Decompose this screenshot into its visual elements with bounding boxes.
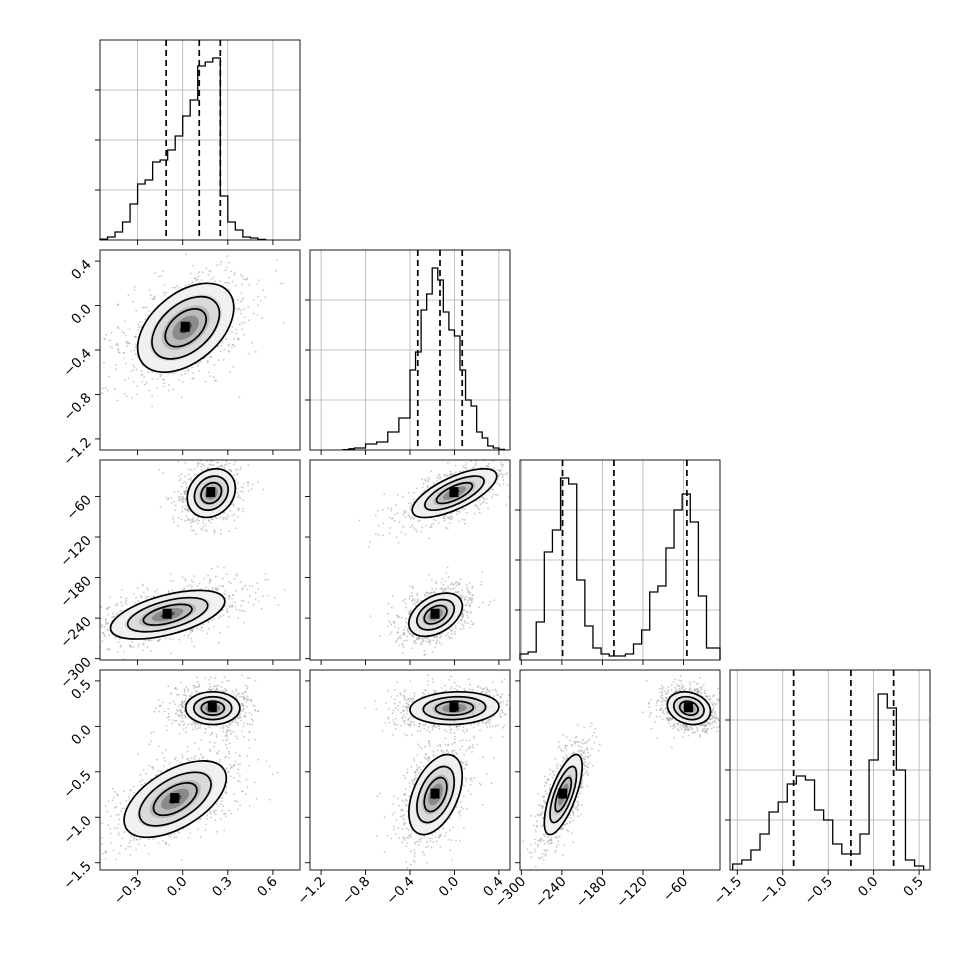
- contour-line: [151, 295, 221, 360]
- contour-line: [200, 481, 223, 505]
- x-tick-label: −0.3: [111, 874, 145, 908]
- contour-line: [424, 475, 485, 511]
- x-tick-label: −180: [573, 874, 611, 912]
- contour-line: [554, 776, 573, 813]
- histogram-bars: [342, 267, 506, 451]
- panel-frame: [729, 669, 931, 871]
- density-panel-3-1: −1.2 −0.8 −0.4 0.0 0.4: [294, 669, 511, 908]
- histogram-panel-1: [305, 249, 511, 455]
- contour-line: [109, 589, 226, 640]
- x-tick-label: −120: [613, 874, 651, 912]
- x-tick-label: 0.5: [900, 874, 927, 901]
- contour-line: [678, 700, 699, 716]
- contour-line: [672, 695, 705, 721]
- contour-line: [408, 753, 464, 836]
- contour-line: [435, 481, 474, 505]
- y-tick-label: −1.0: [60, 813, 94, 847]
- histogram-panel-3: −1.5 −1.0 −0.5 0.0 0.5: [711, 669, 931, 908]
- panel-frame: [99, 669, 301, 871]
- histogram-panel-2: [515, 459, 721, 665]
- y-tick-label: −180: [57, 573, 95, 611]
- density-peak: [558, 788, 568, 799]
- y-tick-label: −1.2: [60, 434, 94, 468]
- contour-line: [164, 308, 208, 348]
- contour-line: [434, 700, 475, 716]
- density-peak: [207, 702, 217, 713]
- y-tick-label: −0.8: [60, 390, 94, 424]
- density-panel-2-0: −300−240−180−120−60: [57, 459, 301, 692]
- contour-line: [411, 467, 498, 519]
- density-peak: [449, 487, 459, 498]
- contour-line: [416, 765, 456, 824]
- contour-line: [423, 604, 448, 625]
- contour-line: [423, 776, 448, 813]
- y-tick-label: −120: [57, 533, 95, 571]
- y-tick-label: 0.0: [68, 722, 95, 749]
- contour-line: [200, 700, 226, 716]
- density-panel-3-0: −0.3 0.0 0.3 0.6−1.5−1.0−0.50.00.5: [60, 669, 301, 908]
- contour-line: [152, 782, 198, 817]
- contour-line: [123, 760, 228, 839]
- y-tick-label: 0.0: [68, 301, 95, 328]
- contour-line: [549, 765, 578, 824]
- density-peak: [162, 608, 172, 619]
- density-peak: [430, 788, 440, 799]
- density-peak: [170, 793, 180, 804]
- contour-line: [142, 603, 193, 626]
- contour-line: [666, 690, 712, 726]
- panel-frame: [99, 39, 301, 241]
- x-tick-label: −1.2: [294, 874, 328, 908]
- density-peak: [430, 608, 440, 619]
- density-peak: [206, 487, 216, 498]
- contour-line: [408, 592, 464, 638]
- x-tick-label: −0.8: [339, 874, 373, 908]
- x-tick-label: 0.6: [254, 874, 281, 901]
- x-tick-label: 0.3: [209, 874, 236, 901]
- y-tick-label: 0.4: [68, 257, 95, 284]
- contour-line: [543, 753, 583, 836]
- density-panel-1-0: −1.2 −0.8 −0.4 0.0 0.4: [60, 249, 301, 469]
- contour-line: [186, 467, 237, 519]
- y-tick-label: −240: [57, 614, 95, 652]
- contour-line: [193, 475, 229, 511]
- density-peak: [683, 702, 693, 713]
- contour-line: [409, 690, 500, 726]
- histogram-panel-0: [95, 39, 301, 245]
- contour-line: [138, 771, 212, 827]
- x-tick-label: −60: [660, 874, 691, 905]
- contour-line: [416, 598, 456, 631]
- histogram-bars: [99, 57, 267, 241]
- panel-frame: [99, 459, 301, 661]
- density-peak: [449, 702, 459, 713]
- contour-line: [192, 695, 233, 721]
- y-tick-label: −1.5: [60, 858, 94, 892]
- y-tick-label: −0.5: [60, 767, 94, 801]
- x-tick-label: −0.5: [802, 874, 836, 908]
- density-peak: [180, 321, 190, 332]
- x-tick-label: 0.0: [855, 874, 882, 901]
- panel-frame: [519, 459, 721, 661]
- histogram-bars: [519, 477, 721, 660]
- y-tick-label: −0.4: [60, 346, 94, 380]
- contour-line: [136, 282, 235, 374]
- x-tick-label: −1.0: [756, 874, 790, 908]
- density-panel-3-2: −300 −240 −180 −120 −60: [492, 669, 721, 912]
- histogram-bars: [732, 693, 925, 870]
- contour-line: [126, 596, 209, 633]
- y-tick-label: −60: [63, 492, 94, 523]
- x-tick-label: −1.5: [711, 874, 745, 908]
- x-tick-label: 0.0: [164, 874, 191, 901]
- density-panel-2-1: [305, 459, 511, 665]
- contour-line: [184, 690, 241, 726]
- x-tick-label: −240: [532, 874, 570, 912]
- x-tick-label: 0.0: [436, 874, 463, 901]
- x-tick-label: −0.4: [383, 874, 417, 908]
- contour-line: [422, 695, 487, 721]
- panel-frame: [519, 669, 721, 871]
